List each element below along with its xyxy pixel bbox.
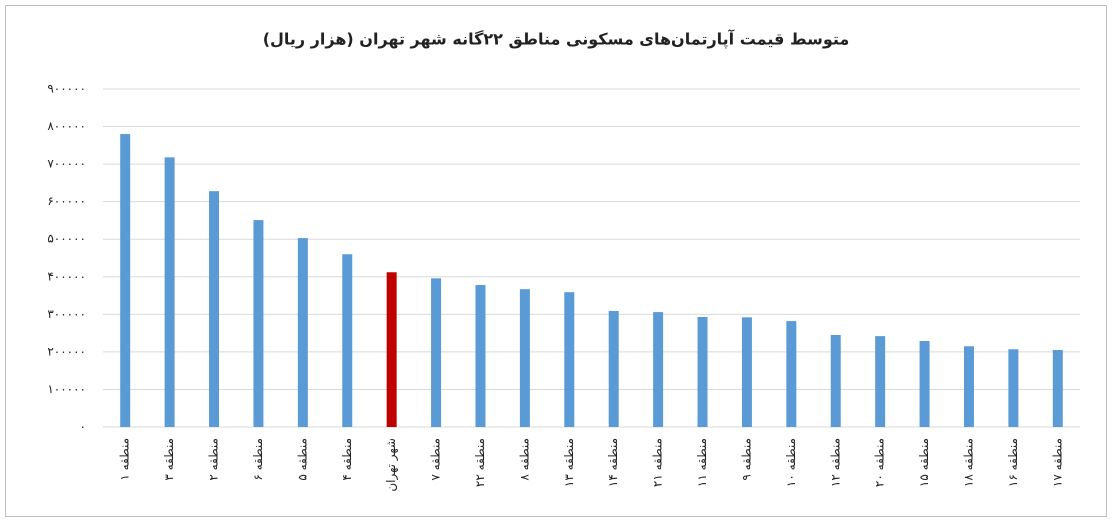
bar <box>475 285 486 427</box>
x-tick-label: منطقه ۵ <box>295 438 309 481</box>
x-tick-label: منطقه ۱۴ <box>606 438 620 487</box>
x-tick-label: منطقه ۲۲ <box>473 438 487 487</box>
bar <box>120 134 131 428</box>
bar <box>1052 350 1063 427</box>
y-tick-label: ۷۰۰۰۰۰ <box>47 157 86 171</box>
bar <box>786 321 797 427</box>
bar <box>875 336 886 427</box>
x-tick-label: منطقه ۳ <box>162 438 176 481</box>
bar <box>342 254 353 427</box>
x-tick-label: منطقه ۲۰ <box>873 438 887 487</box>
bar <box>297 238 308 427</box>
bar <box>830 334 841 427</box>
bar <box>519 289 530 427</box>
bar <box>386 272 397 427</box>
y-tick-label: ۴۰۰۰۰۰ <box>47 269 86 283</box>
y-tick-label: ۰ <box>80 420 86 434</box>
x-tick-label: منطقه ۲۱ <box>651 438 665 487</box>
y-tick-label: ۶۰۰۰۰۰ <box>47 194 86 208</box>
chart-title: متوسط قیمت آپارتمان‌های مسکونی مناطق ۲۲گ… <box>263 29 850 50</box>
y-tick-label: ۹۰۰۰۰۰ <box>47 82 86 96</box>
x-tick-label: منطقه ۱۳ <box>562 438 576 487</box>
y-tick-label: ۳۰۰۰۰۰ <box>47 307 86 321</box>
x-tick-label: منطقه ۱۵ <box>917 438 931 487</box>
x-tick-label: منطقه ۶ <box>251 438 265 481</box>
bar <box>431 278 442 427</box>
y-tick-label: ۲۰۰۰۰۰ <box>47 344 86 358</box>
chart-border <box>5 5 1107 517</box>
x-tick-label: شهر تهران <box>384 438 399 492</box>
x-tick-label: منطقه ۹ <box>739 438 753 481</box>
bar <box>741 317 752 427</box>
x-tick-label: منطقه ۴ <box>340 438 354 481</box>
x-tick-label: منطقه ۷ <box>429 438 443 481</box>
bar <box>164 157 175 427</box>
x-tick-label: منطقه ۱۸ <box>961 438 975 487</box>
x-tick-label: منطقه ۱۷ <box>1050 438 1064 487</box>
x-tick-label: منطقه ۱۱ <box>695 438 709 487</box>
bar <box>653 312 664 427</box>
y-tick-label: ۵۰۰۰۰۰ <box>47 232 86 246</box>
x-tick-label: منطقه ۱ <box>118 438 132 481</box>
bar <box>608 310 619 427</box>
bar <box>697 316 708 427</box>
x-tick-label: منطقه ۱۶ <box>1006 438 1020 487</box>
y-tick-label: ۸۰۰۰۰۰ <box>47 119 86 133</box>
bar <box>1008 349 1019 427</box>
x-tick-label: منطقه ۱۲ <box>828 438 842 487</box>
bar <box>209 191 220 427</box>
bar <box>919 340 930 427</box>
x-tick-label: منطقه ۸ <box>517 438 531 481</box>
bar <box>253 220 264 427</box>
x-tick-label: منطقه ۲ <box>207 438 221 481</box>
y-tick-label: ۱۰۰۰۰۰ <box>47 382 86 396</box>
bar <box>963 346 974 427</box>
x-tick-label: منطقه ۱۰ <box>784 438 798 487</box>
bar <box>564 292 575 427</box>
